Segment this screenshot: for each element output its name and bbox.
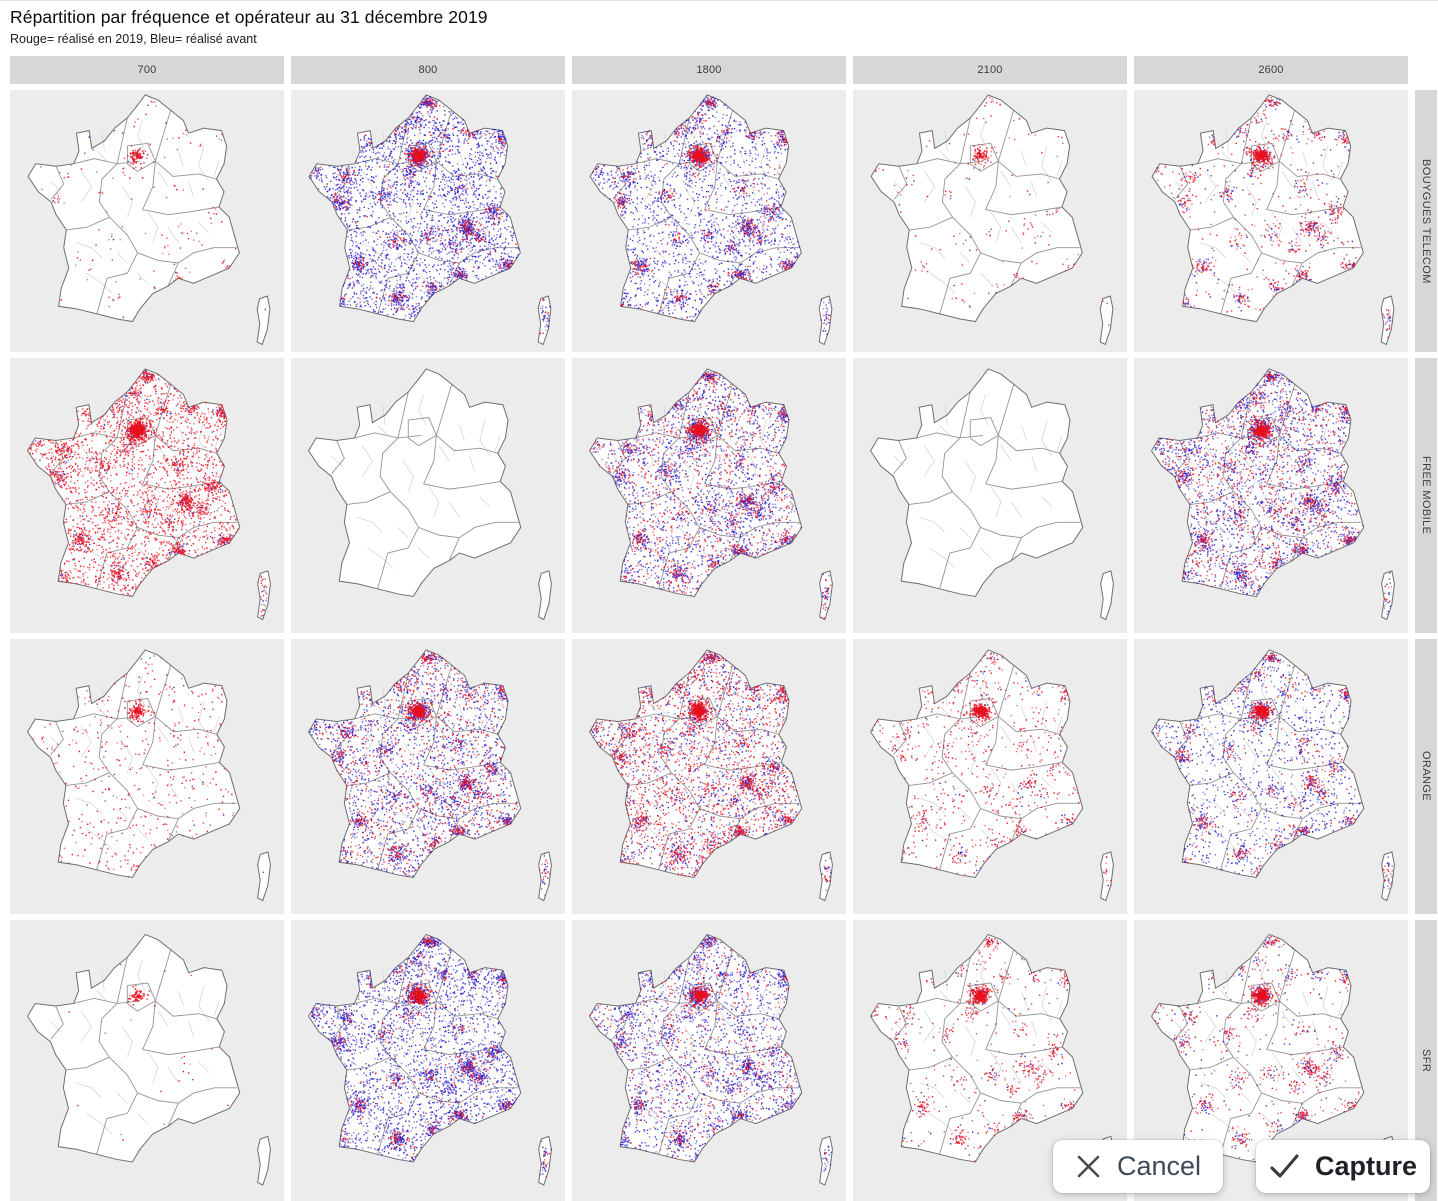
facet-cell-free-mobile-700 xyxy=(10,358,284,633)
facet-row-label-sfr: SFR xyxy=(1415,920,1437,1201)
map-canvas-sfr-800 xyxy=(291,920,565,1201)
map-canvas-bouygues-telecom-800 xyxy=(291,90,565,352)
facet-cell-sfr-1800 xyxy=(572,920,846,1201)
facet-cell-orange-2100 xyxy=(853,639,1127,914)
map-canvas-orange-800 xyxy=(291,639,565,914)
map-canvas-bouygues-telecom-2600 xyxy=(1134,90,1408,352)
facet-cell-bouygues-telecom-2100 xyxy=(853,90,1127,352)
facet-column-header-700: 700 xyxy=(10,56,284,84)
facet-cell-free-mobile-1800 xyxy=(572,358,846,633)
facet-cell-orange-1800 xyxy=(572,639,846,914)
capture-button[interactable]: Capture xyxy=(1256,1140,1430,1193)
close-icon xyxy=(1077,1155,1100,1178)
map-canvas-orange-1800 xyxy=(572,639,846,914)
map-canvas-sfr-700 xyxy=(10,920,284,1201)
facet-cell-orange-2600 xyxy=(1134,639,1408,914)
facet-cell-sfr-800 xyxy=(291,920,565,1201)
map-canvas-sfr-1800 xyxy=(572,920,846,1201)
map-canvas-bouygues-telecom-2100 xyxy=(853,90,1127,352)
facet-cell-free-mobile-800 xyxy=(291,358,565,633)
facet-cell-free-mobile-2600 xyxy=(1134,358,1408,633)
facet-cell-orange-800 xyxy=(291,639,565,914)
facet-cell-sfr-700 xyxy=(10,920,284,1201)
map-canvas-orange-2600 xyxy=(1134,639,1408,914)
facet-cell-bouygues-telecom-2600 xyxy=(1134,90,1408,352)
map-canvas-bouygues-telecom-700 xyxy=(10,90,284,352)
facet-cell-orange-700 xyxy=(10,639,284,914)
map-canvas-free-mobile-2100 xyxy=(853,358,1127,633)
map-canvas-free-mobile-700 xyxy=(10,358,284,633)
facet-column-header-1800: 1800 xyxy=(572,56,846,84)
facet-column-header-800: 800 xyxy=(291,56,565,84)
facet-column-header-2600: 2600 xyxy=(1134,56,1408,84)
checkmark-icon xyxy=(1270,1154,1299,1178)
facet-grid: 700 800 1800 2100 2600 BOUYGUES TELECOM FREE M… xyxy=(10,56,1437,1201)
page-subtitle: Rouge= réalisé en 2019, Bleu= réalisé av… xyxy=(10,32,257,46)
map-canvas-free-mobile-800 xyxy=(291,358,565,633)
facet-cell-bouygues-telecom-700 xyxy=(10,90,284,352)
page-title: Répartition par fréquence et opérateur a… xyxy=(10,7,488,27)
map-canvas-free-mobile-2600 xyxy=(1134,358,1408,633)
map-canvas-free-mobile-1800 xyxy=(572,358,846,633)
capture-button-label: Capture xyxy=(1314,1151,1417,1181)
cancel-button-label: Cancel xyxy=(1116,1151,1202,1181)
facet-row-label-free-mobile: FREE MOBILE xyxy=(1415,358,1437,633)
map-canvas-orange-700 xyxy=(10,639,284,914)
facet-cell-free-mobile-2100 xyxy=(853,358,1127,633)
facet-cell-bouygues-telecom-800 xyxy=(291,90,565,352)
facet-corner-cell xyxy=(1415,56,1437,84)
map-canvas-bouygues-telecom-1800 xyxy=(572,90,846,352)
facet-cell-bouygues-telecom-1800 xyxy=(572,90,846,352)
facet-cell-sfr-2100 xyxy=(853,920,1127,1201)
facet-row-label-orange: ORANGE xyxy=(1415,639,1437,914)
facet-row-label-bouygues-telecom: BOUYGUES TELECOM xyxy=(1415,90,1437,352)
map-canvas-orange-2100 xyxy=(853,639,1127,914)
cancel-button[interactable]: Cancel xyxy=(1053,1140,1223,1193)
facet-column-header-2100: 2100 xyxy=(853,56,1127,84)
